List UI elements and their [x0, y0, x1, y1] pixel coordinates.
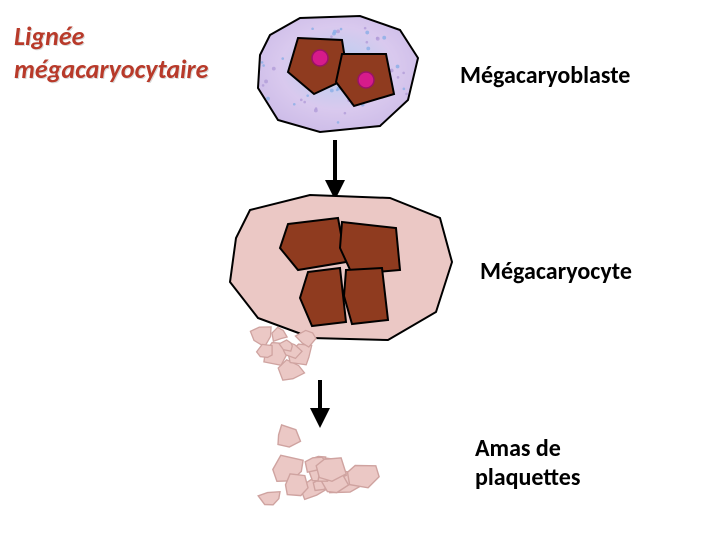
platelet-cluster: [258, 425, 379, 505]
diagram-canvas: Lignée mégacaryocytaire Mégacaryoblaste …: [0, 0, 720, 540]
megacaryoblast-cell: [258, 16, 418, 132]
megacaryocyte-cell: [230, 195, 452, 380]
diagram-svg: [0, 0, 720, 540]
